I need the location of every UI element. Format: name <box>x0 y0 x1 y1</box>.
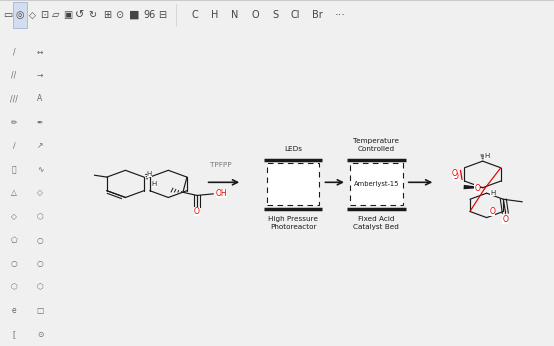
Text: e: e <box>12 306 16 315</box>
Text: ▭: ▭ <box>3 10 13 20</box>
Text: N: N <box>232 10 239 20</box>
Text: OH: OH <box>216 189 227 198</box>
Text: TPFPP: TPFPP <box>210 162 232 168</box>
Text: ○: ○ <box>11 259 17 268</box>
Text: ⌒: ⌒ <box>12 165 16 174</box>
Text: //: // <box>12 71 17 80</box>
Text: ↗: ↗ <box>37 142 43 151</box>
Text: ✒: ✒ <box>37 118 43 127</box>
Text: O: O <box>474 184 480 193</box>
FancyBboxPatch shape <box>266 163 320 205</box>
Text: O: O <box>502 215 508 224</box>
Text: ▣: ▣ <box>63 10 73 20</box>
Text: ◇: ◇ <box>37 189 43 198</box>
Text: [: [ <box>13 330 16 339</box>
Text: Amberlyst-15: Amberlyst-15 <box>353 181 399 187</box>
Text: ↔: ↔ <box>37 47 43 56</box>
Text: O: O <box>453 172 459 181</box>
Bar <box>13 2 27 28</box>
Text: ○: ○ <box>37 259 43 268</box>
Text: O: O <box>194 207 200 216</box>
Text: ✏: ✏ <box>11 118 17 127</box>
FancyBboxPatch shape <box>350 163 403 205</box>
Text: ⊙: ⊙ <box>37 330 43 339</box>
Text: ◎: ◎ <box>16 10 24 20</box>
Text: Br: Br <box>311 10 322 20</box>
Text: H: H <box>147 171 152 177</box>
Text: H: H <box>484 153 489 159</box>
Text: High Pressure
Photoreactor: High Pressure Photoreactor <box>268 217 318 230</box>
Text: △: △ <box>11 189 17 198</box>
Text: C: C <box>192 10 198 20</box>
Text: ↺: ↺ <box>75 10 85 20</box>
Text: LEDs: LEDs <box>284 146 302 152</box>
Text: ◇: ◇ <box>29 10 35 19</box>
Text: ⊟: ⊟ <box>158 10 166 20</box>
Text: ▱: ▱ <box>52 10 60 20</box>
Text: ∿: ∿ <box>37 165 43 174</box>
Text: Temperature
Controlled: Temperature Controlled <box>353 138 399 152</box>
Text: H: H <box>152 181 157 187</box>
Text: ···: ··· <box>335 10 346 20</box>
Text: ◇: ◇ <box>11 212 17 221</box>
Text: O: O <box>251 10 259 20</box>
Text: ○: ○ <box>37 236 43 245</box>
Text: ⊞: ⊞ <box>103 10 111 20</box>
Text: ∕: ∕ <box>13 142 16 151</box>
Text: O: O <box>452 169 458 178</box>
Text: 96: 96 <box>144 10 156 20</box>
Text: H: H <box>490 190 495 196</box>
Polygon shape <box>464 185 485 189</box>
Text: ⬡: ⬡ <box>11 283 17 292</box>
Text: ⬡: ⬡ <box>37 283 43 292</box>
Text: ⬡: ⬡ <box>37 212 43 221</box>
Text: ///: /// <box>10 94 18 103</box>
Text: □: □ <box>37 306 44 315</box>
Text: O: O <box>489 207 495 216</box>
Text: ↻: ↻ <box>88 10 96 20</box>
Text: Cl: Cl <box>290 10 300 20</box>
Text: ■: ■ <box>129 10 139 20</box>
Text: H: H <box>211 10 219 20</box>
Text: →: → <box>37 71 43 80</box>
Text: /: / <box>13 47 16 56</box>
Text: ⊙: ⊙ <box>115 10 123 20</box>
Text: S: S <box>272 10 278 20</box>
Text: ⊡: ⊡ <box>40 10 48 20</box>
Text: Fixed Acid
Catalyst Bed: Fixed Acid Catalyst Bed <box>353 217 399 230</box>
Text: ⬠: ⬠ <box>11 236 17 245</box>
Text: A: A <box>37 94 43 103</box>
